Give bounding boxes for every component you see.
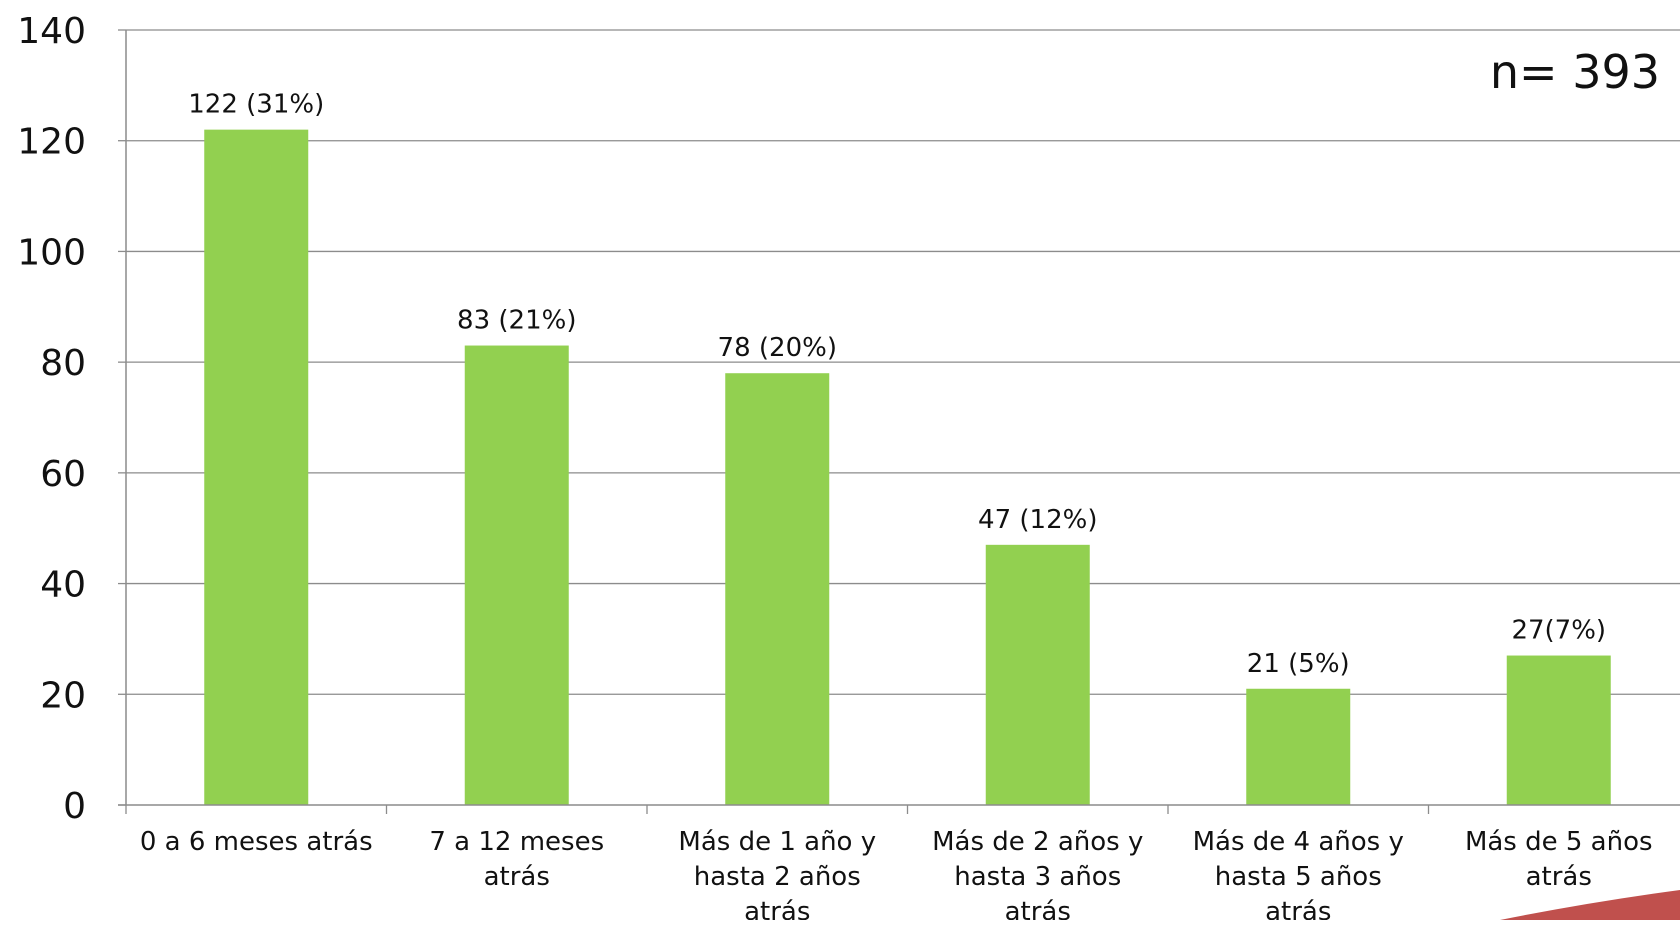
y-tick-label: 140 xyxy=(17,11,86,52)
y-tick-label: 120 xyxy=(17,122,86,163)
x-tick-marks xyxy=(125,805,1430,814)
category-labels: 0 a 6 meses atrás 7 a 12 meses atrás Más de… xyxy=(140,827,1653,925)
y-tick-label: 100 xyxy=(17,232,86,273)
category-label: atrás xyxy=(744,897,810,920)
data-label: 47 (12%) xyxy=(978,505,1097,535)
data-label: 83 (21%) xyxy=(457,306,576,336)
bar xyxy=(725,373,830,805)
y-tick-label: 80 xyxy=(40,343,86,384)
data-label: 78 (20%) xyxy=(718,333,837,363)
category-label: hasta 5 años xyxy=(1215,862,1382,892)
bar xyxy=(464,345,569,805)
sample-size-annotation: n= 393 xyxy=(1490,45,1660,99)
category-label: hasta 2 años xyxy=(694,862,861,892)
y-tick-label: 60 xyxy=(40,454,86,495)
axes xyxy=(118,30,1680,806)
y-tick-labels: 0 20 40 60 80 100 120 140 xyxy=(17,11,86,827)
y-tick-label: 20 xyxy=(40,675,86,716)
category-label: 7 a 12 meses xyxy=(429,827,604,857)
category-label: atrás xyxy=(1265,897,1331,920)
category-label: hasta 3 años xyxy=(954,862,1121,892)
category-label: atrás xyxy=(484,862,550,892)
category-label: atrás xyxy=(1526,862,1592,892)
data-label: 122 (31%) xyxy=(188,90,324,120)
y-tick-label: 40 xyxy=(40,565,86,606)
data-label: 21 (5%) xyxy=(1247,649,1350,679)
category-label: Más de 1 año y xyxy=(678,827,876,857)
data-label: 27(7%) xyxy=(1511,616,1606,646)
category-label: 0 a 6 meses atrás xyxy=(140,827,373,857)
category-label: Más de 5 años xyxy=(1465,827,1653,857)
bars xyxy=(204,129,1611,806)
data-labels: 122 (31%) 83 (21%) 78 (20%) 47 (12%) 21 (5%)… xyxy=(188,90,1606,679)
decorative-swoosh xyxy=(1500,890,1680,920)
category-label: atrás xyxy=(1005,897,1071,920)
category-label: Más de 4 años y xyxy=(1193,827,1404,857)
bar xyxy=(1246,688,1351,805)
category-label: Más de 2 años y xyxy=(932,827,1143,857)
bar xyxy=(204,129,309,806)
bar xyxy=(985,544,1090,805)
gridlines xyxy=(118,29,1680,806)
y-tick-label: 0 xyxy=(63,786,86,827)
bar xyxy=(1506,655,1611,805)
